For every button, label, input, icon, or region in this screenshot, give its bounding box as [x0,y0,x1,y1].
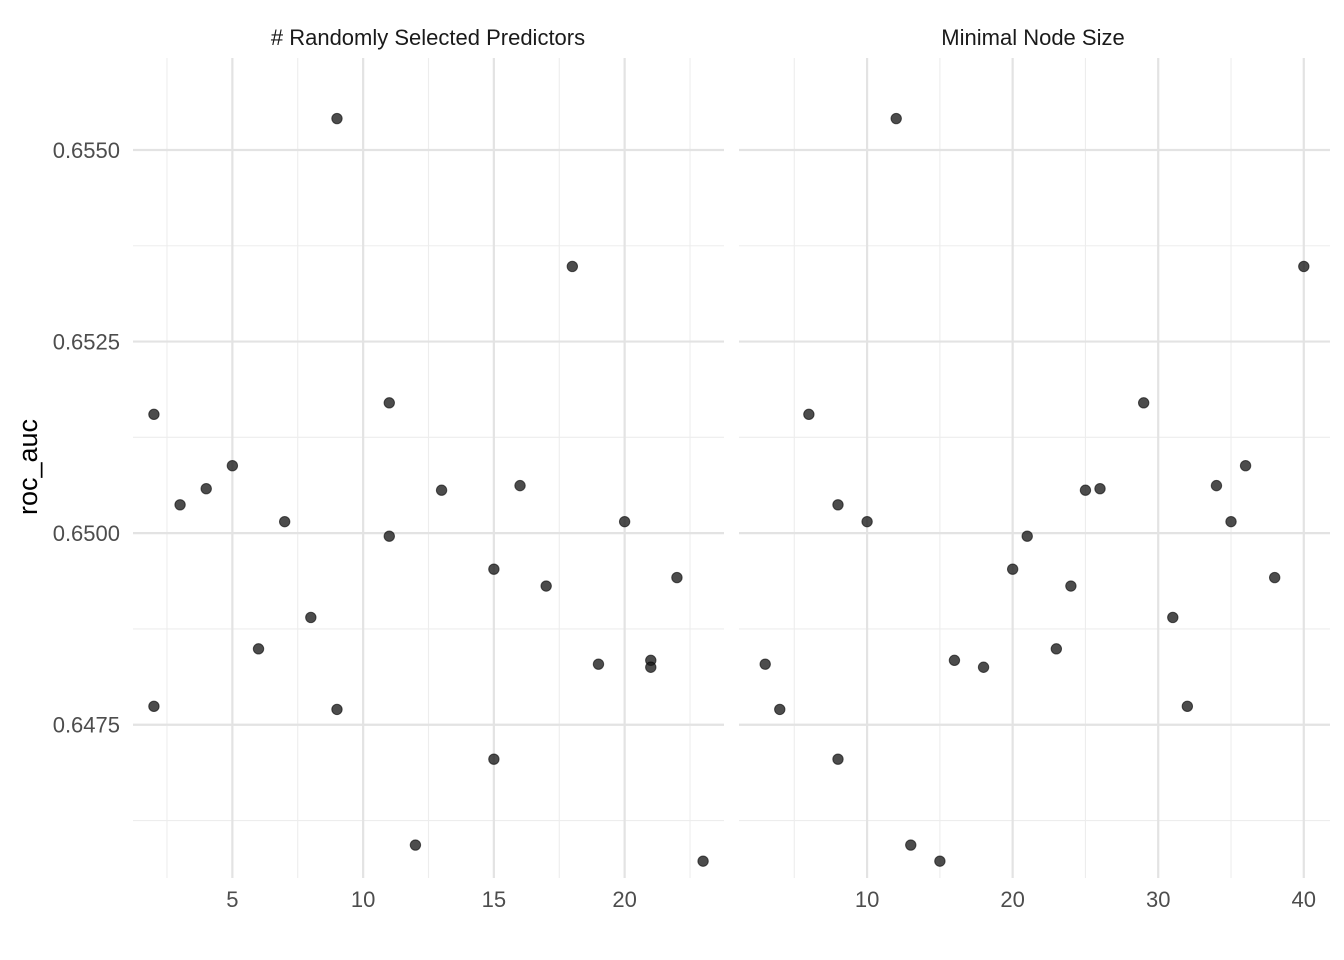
points-predictors [148,112,709,867]
data-point [1094,482,1106,495]
data-point [774,703,786,716]
data-point [890,112,902,125]
data-point [803,408,815,421]
panel-title-predictors: # Randomly Selected Predictors [271,25,585,50]
data-point [1079,484,1092,496]
data-point [488,563,500,575]
data-point [759,658,771,670]
data-point [1065,580,1077,592]
data-point [174,499,186,511]
data-point [948,654,961,667]
data-point [540,580,552,592]
data-point [1021,530,1033,542]
data-point [1181,700,1194,713]
data-point [671,571,683,584]
data-point [1239,460,1252,472]
data-point [592,658,605,670]
x-axis-node-size: 10 20 30 40 [855,887,1316,912]
data-point [252,643,265,655]
data-point [1225,515,1237,528]
data-point [383,530,395,542]
y-tick-label: 0.6475 [53,713,120,738]
panel-node-size: Minimal Node Size 10 20 30 40 [739,25,1330,912]
data-point [409,839,422,851]
data-point [514,479,526,492]
data-point [1050,643,1063,655]
x-tick-label: 40 [1292,887,1316,912]
points-node-size [759,112,1310,867]
grid-node-size [739,58,1330,878]
x-tick-label: 5 [226,887,238,912]
data-point [148,700,160,713]
data-point [566,260,579,273]
data-point [331,703,343,716]
data-point [905,839,917,851]
data-point [200,482,212,495]
data-point [645,661,657,673]
data-point [305,611,317,624]
x-tick-label: 30 [1146,887,1170,912]
x-tick-label: 20 [612,887,636,912]
y-axis: 0.6475 0.6500 0.6525 0.6550 [53,138,120,738]
x-tick-label: 15 [482,887,506,912]
data-point [278,515,291,528]
y-tick-label: 0.6500 [53,521,120,546]
data-point [1210,479,1223,492]
data-point [934,855,946,867]
x-tick-label: 10 [351,887,375,912]
data-point [1298,260,1310,273]
data-point [226,460,239,472]
panel-predictors: # Randomly Selected Predictors 5 10 15 20 [133,25,724,912]
data-point [1137,397,1150,409]
x-tick-label: 10 [855,887,879,912]
data-point [697,855,709,867]
data-point [1006,563,1019,575]
panel-title-node-size: Minimal Node Size [941,25,1124,50]
data-point [1167,611,1179,624]
y-tick-label: 0.6525 [53,330,120,355]
data-point [148,408,160,421]
data-point [861,515,873,528]
x-tick-label: 20 [1000,887,1024,912]
data-point [1268,571,1281,584]
data-point [618,515,631,528]
data-point [832,499,844,511]
data-point [435,484,448,496]
grid-predictors [133,58,724,878]
data-point [832,753,844,765]
y-axis-label: roc_auc [13,419,43,515]
data-point [331,112,343,125]
data-point [977,661,990,673]
x-axis-predictors: 5 10 15 20 [226,887,637,912]
y-tick-label: 0.6550 [53,138,120,163]
data-point [488,753,500,765]
data-point [383,397,395,409]
